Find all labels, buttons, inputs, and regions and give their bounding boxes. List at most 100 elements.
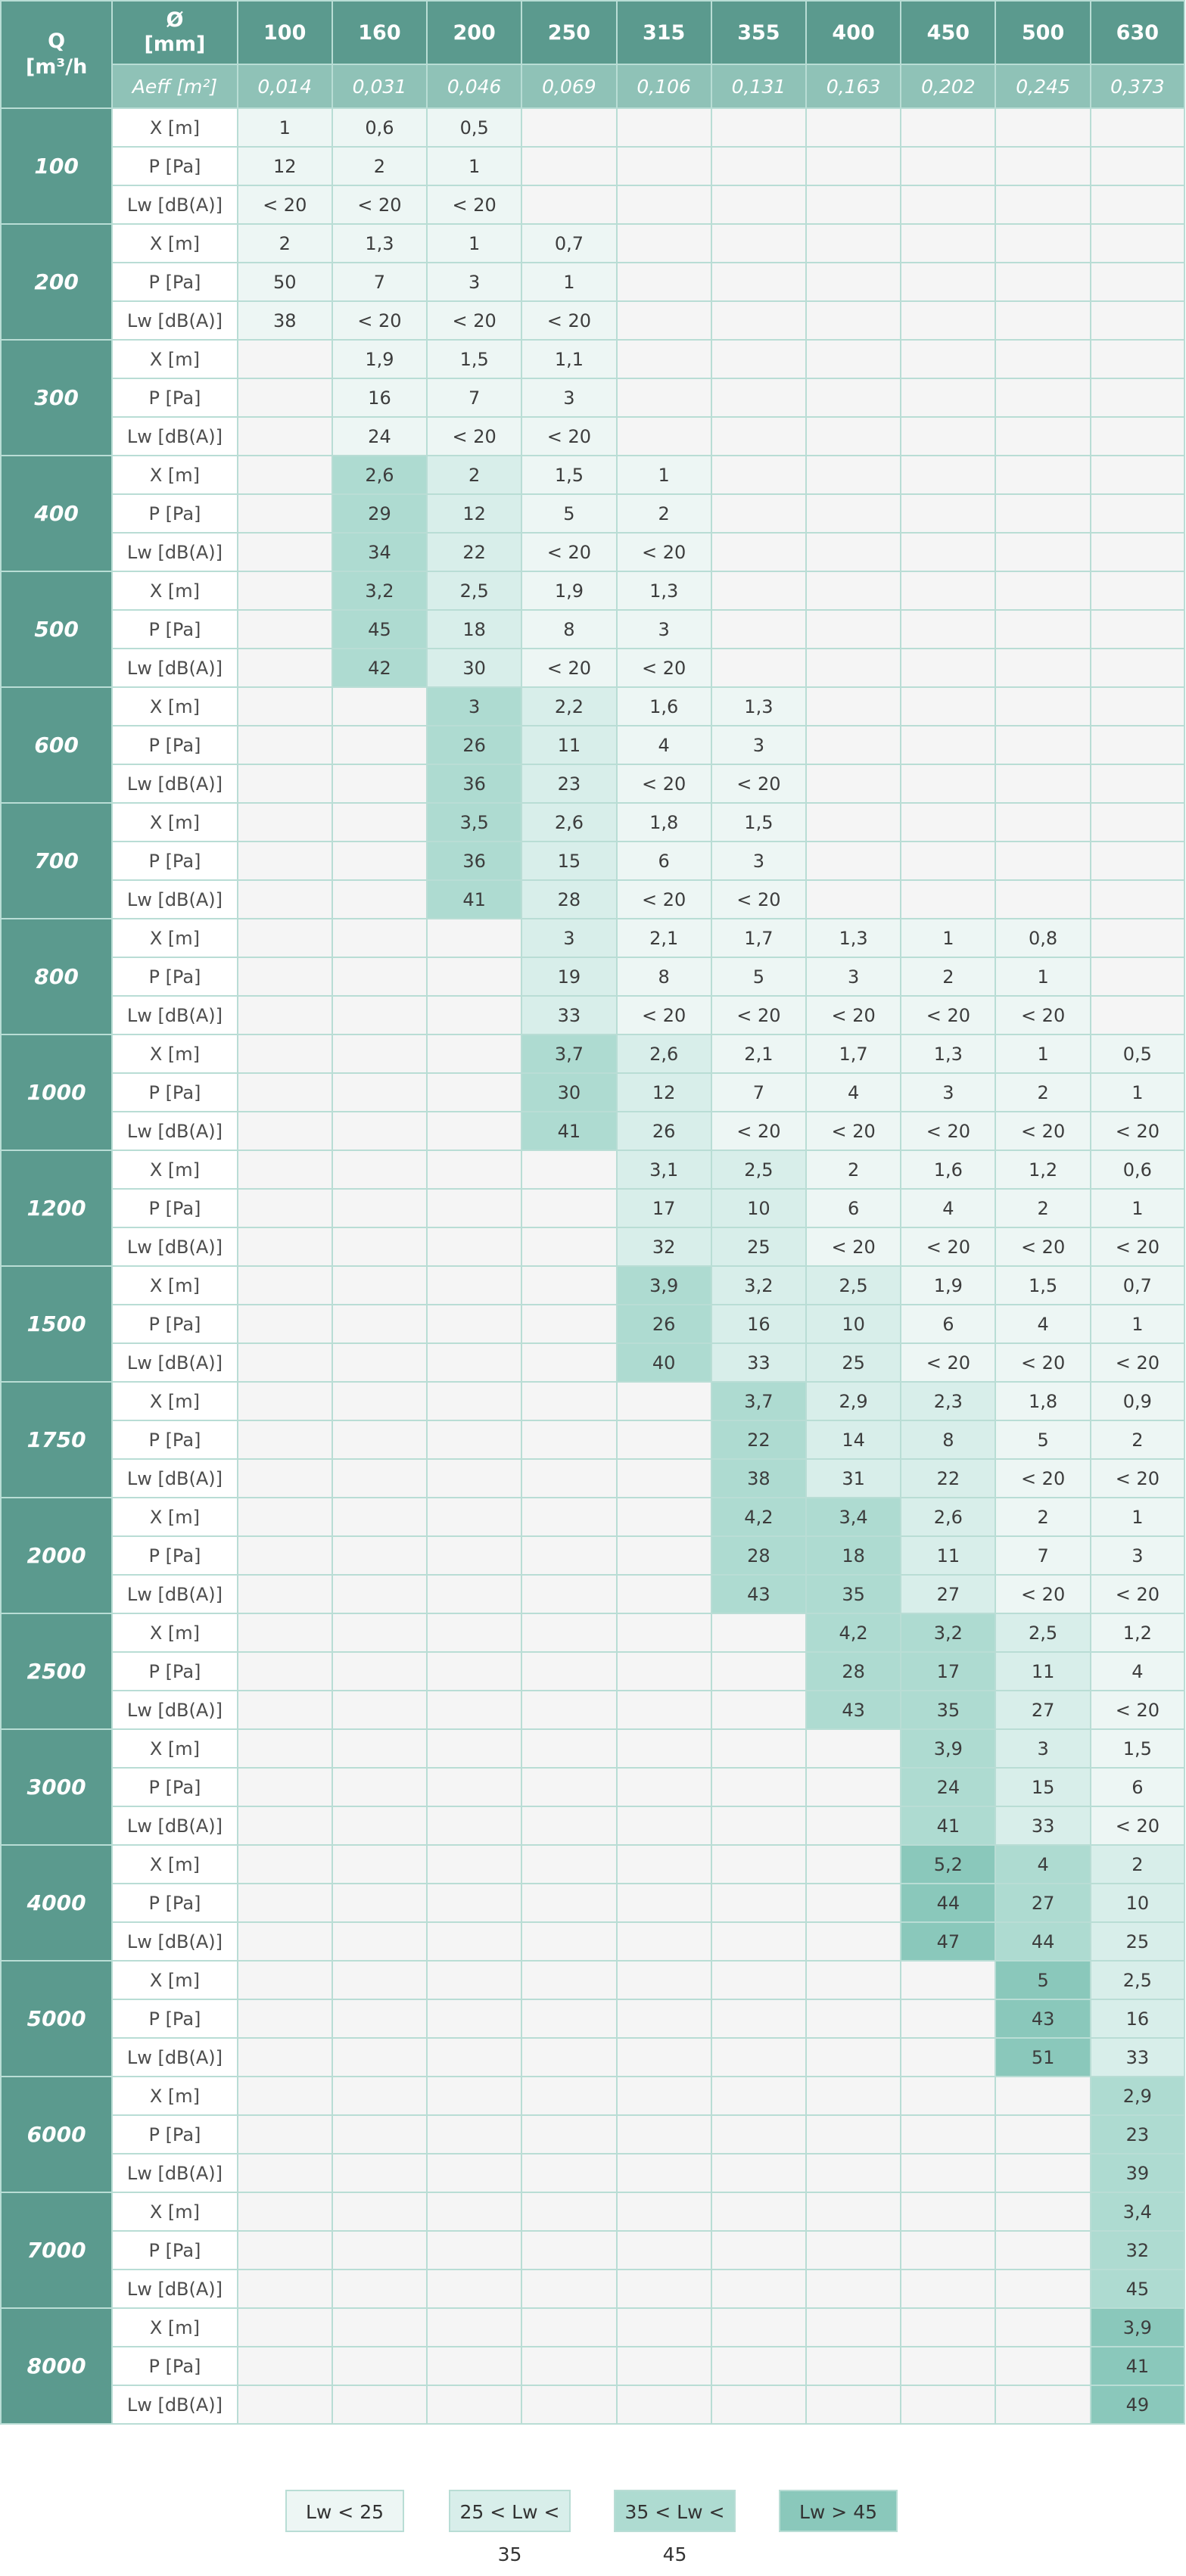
value-cell: 3 [1089, 1536, 1186, 1576]
value-cell [805, 301, 902, 341]
row-parameter-label: X [m] [111, 1497, 238, 1537]
value-cell: < 20 [615, 996, 712, 1035]
value-cell: 43 [805, 1691, 902, 1730]
row-parameter-label: P [Pa] [111, 1768, 238, 1807]
value-cell: 2,6 [615, 1034, 712, 1074]
value-cell: 8 [900, 1420, 997, 1460]
value-cell [426, 1884, 523, 1923]
value-cell: < 20 [1089, 1459, 1186, 1498]
value-cell [426, 2076, 523, 2116]
value-cell [710, 2270, 808, 2309]
value-cell: 1 [1089, 1305, 1186, 1344]
value-cell [995, 764, 1091, 804]
value-cell [710, 1844, 808, 1884]
diameter-header-200: 200 [426, 0, 523, 65]
diameter-header-250: 250 [521, 0, 618, 65]
value-cell [710, 2385, 808, 2425]
table-row: Lw [dB(A)] < 20 < 20 < 20 [1, 185, 1186, 225]
value-cell [1089, 686, 1186, 726]
value-cell: 2 [1089, 1420, 1186, 1460]
row-parameter-label: P [Pa] [111, 2231, 238, 2270]
row-parameter-label: P [Pa] [111, 147, 238, 186]
value-cell [995, 494, 1091, 534]
value-cell [426, 1728, 523, 1769]
value-cell [521, 185, 618, 225]
value-cell [710, 494, 808, 534]
table-row: P [Pa] 45 18 8 3 [1, 610, 1186, 649]
value-cell [331, 2231, 428, 2270]
value-cell: 1,9 [521, 571, 618, 611]
value-cell: 41 [426, 880, 523, 919]
value-cell: 28 [710, 1536, 808, 1576]
value-cell [805, 455, 902, 495]
value-cell [995, 649, 1091, 688]
value-cell: < 20 [900, 1227, 997, 1267]
table-row: Lw [dB(A)] 45 [1, 2270, 1186, 2309]
value-cell [426, 1073, 523, 1112]
table-row: P [Pa] 43 16 [1, 1999, 1186, 2039]
value-cell [236, 802, 333, 842]
row-parameter-label: X [m] [111, 2192, 238, 2232]
value-cell: 26 [615, 1305, 712, 1344]
table-row: 7000 X [m] 3,4 [0, 2192, 1186, 2309]
diameter-header-630: 630 [1089, 0, 1186, 65]
value-cell [710, 1806, 808, 1846]
flow-value-cell: 1200 [0, 1150, 114, 1267]
table-row: 6000 X [m] 2,9 [0, 2076, 1186, 2193]
value-cell [805, 802, 902, 842]
value-cell [710, 2038, 808, 2077]
value-cell: 2,9 [1089, 2076, 1186, 2116]
value-cell [426, 1343, 523, 1383]
table-row: 2500 X [m] 4,2 3,2 2,5 1,2 [0, 1613, 1186, 1730]
value-cell: 2 [900, 957, 997, 997]
row-parameter-label: P [Pa] [111, 1884, 238, 1923]
value-cell [615, 339, 712, 379]
value-cell: 17 [900, 1652, 997, 1691]
value-cell [900, 263, 997, 302]
table-row: Lw [dB(A)] 47 44 25 [1, 1922, 1186, 1962]
value-cell: < 20 [615, 764, 712, 804]
value-cell [521, 2231, 618, 2270]
value-cell [995, 185, 1091, 225]
value-cell [900, 339, 997, 379]
value-cell: 11 [900, 1536, 997, 1576]
value-cell [615, 2038, 712, 2077]
value-cell: 16 [710, 1305, 808, 1344]
value-cell [615, 147, 712, 186]
value-cell [1089, 842, 1186, 881]
value-cell [900, 185, 997, 225]
table-row: Lw [dB(A)] 38 < 20 < 20 < 20 [1, 301, 1186, 341]
value-cell [426, 1420, 523, 1460]
value-cell: 1 [521, 263, 618, 302]
value-cell: < 20 [710, 1112, 808, 1151]
value-cell: 15 [521, 842, 618, 881]
value-cell: 1 [615, 455, 712, 495]
value-cell [995, 223, 1091, 263]
table-row: 100 X [m] 1 0,6 0,5 [0, 107, 1186, 225]
table-row: P [Pa] 36 15 6 3 [1, 842, 1186, 881]
value-cell: 26 [615, 1112, 712, 1151]
value-cell [426, 2192, 523, 2232]
value-cell [521, 1575, 618, 1614]
value-cell: 32 [615, 1227, 712, 1267]
value-cell [236, 2076, 333, 2116]
value-cell [331, 1381, 428, 1421]
aeff-value-200: 0,046 [426, 64, 523, 109]
table-body: 100 X [m] 1 0,6 0,5 P [Pa] 12 2 1 Lw [dB(A)] < 20 <… [0, 107, 1186, 2425]
row-parameter-label: Lw [dB(A)] [111, 880, 238, 919]
value-cell [331, 1536, 428, 1576]
value-cell [615, 2192, 712, 2232]
table-row: 200 X [m] 2 1,3 1 0,7 [0, 223, 1186, 341]
flow-value-cell: 3000 [0, 1728, 114, 1846]
value-cell [1089, 918, 1186, 958]
aeff-value-400: 0,163 [805, 64, 902, 109]
value-cell [521, 1691, 618, 1730]
aeff-value-500: 0,245 [995, 64, 1091, 109]
value-cell: 44 [995, 1922, 1091, 1962]
value-cell [995, 533, 1091, 572]
value-cell: 24 [900, 1768, 997, 1807]
value-cell [900, 686, 997, 726]
value-cell [805, 2154, 902, 2193]
table-row: 4000 X [m] 5,2 4 2 [0, 1844, 1186, 1962]
value-cell [615, 1420, 712, 1460]
